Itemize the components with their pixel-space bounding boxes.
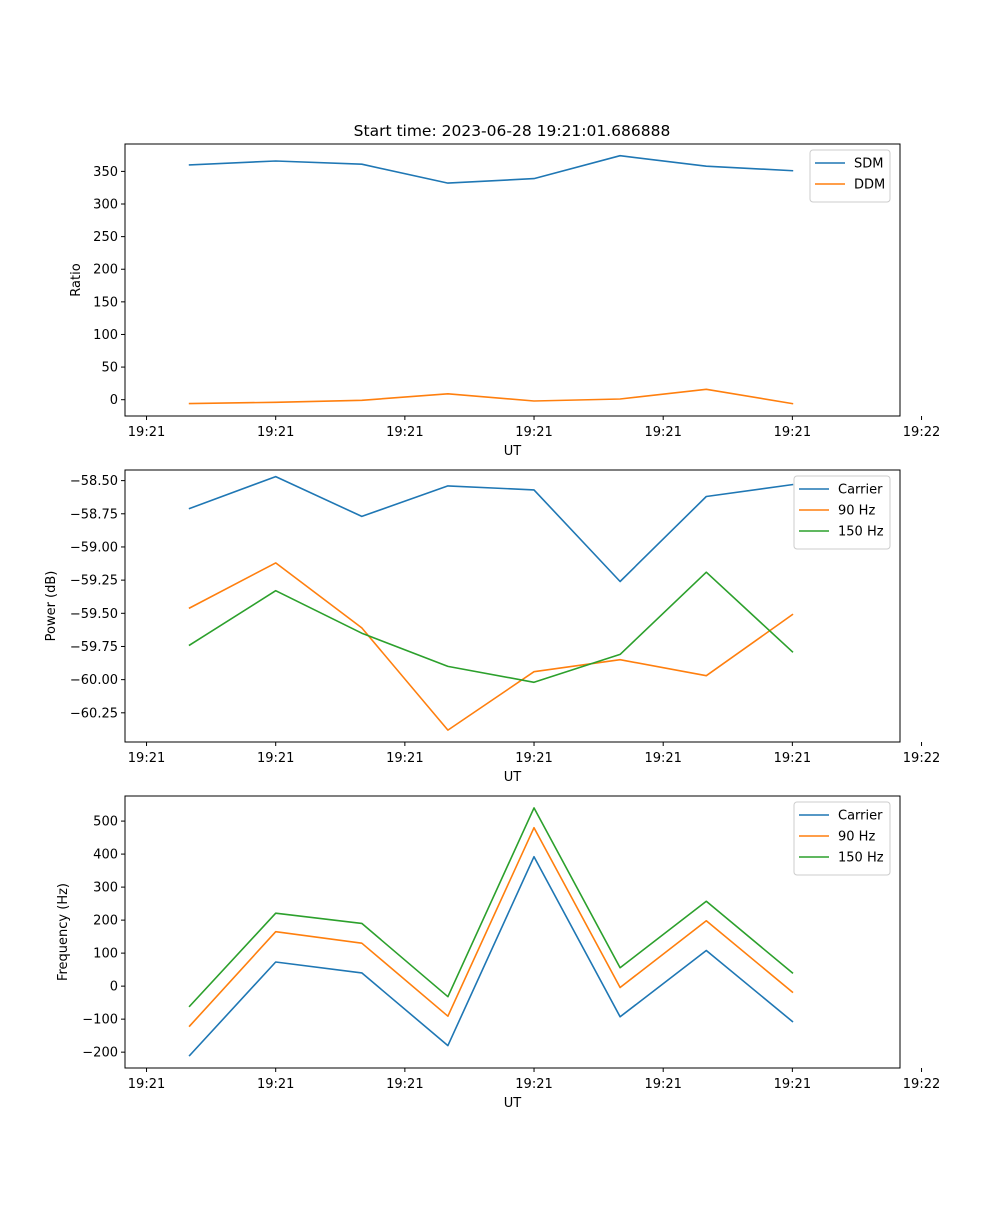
panel3-x-tick-label: 19:21 bbox=[257, 1077, 294, 1092]
panel1-x-tick-label: 19:21 bbox=[257, 425, 294, 440]
panel2-x-tick-label: 19:22 bbox=[903, 751, 940, 766]
panel2-y-tick-label: −59.75 bbox=[70, 640, 118, 655]
panel1-y-tick-label: 200 bbox=[93, 263, 118, 278]
panel1-x-axis-label: UT bbox=[504, 444, 522, 459]
figure-title: Start time: 2023-06-28 19:21:01.686888 bbox=[354, 122, 671, 140]
panel1-legend-label-1: SDM bbox=[854, 157, 883, 172]
panel3-y-tick-label: 300 bbox=[93, 881, 118, 896]
panel3-x-tick-label: 19:21 bbox=[128, 1077, 165, 1092]
panel3-x-axis-label: UT bbox=[504, 1096, 522, 1111]
panel2-x-tick-label: 19:21 bbox=[257, 751, 294, 766]
panel3-x-tick-label: 19:21 bbox=[386, 1077, 423, 1092]
panel3-y-tick-label: −100 bbox=[82, 1013, 118, 1028]
panel2-series-line-1 bbox=[188, 475, 794, 583]
panel2-x-tick-label: 19:21 bbox=[515, 751, 552, 766]
panel1-y-tick-label: 300 bbox=[93, 198, 118, 213]
panel2-x-tick-label: 19:21 bbox=[128, 751, 165, 766]
panel3-y-tick-label: −200 bbox=[82, 1046, 118, 1061]
panel3-series-line-3 bbox=[188, 807, 794, 1008]
panel1-y-tick-label: 0 bbox=[110, 393, 118, 408]
panel1-x-tick-label: 19:21 bbox=[128, 425, 165, 440]
panel3-series-line-1 bbox=[188, 855, 794, 1057]
panel1-x-tick-label: 19:21 bbox=[774, 425, 811, 440]
panel3-x-tick-label: 19:22 bbox=[903, 1077, 940, 1092]
panel3-y-tick-label: 500 bbox=[93, 815, 118, 830]
panel2-y-tick-label: −59.50 bbox=[70, 607, 118, 622]
panel2-x-axis-label: UT bbox=[504, 770, 522, 785]
panel3-axes-frame bbox=[124, 795, 901, 1069]
panel3-legend-label-2: 90 Hz bbox=[838, 830, 875, 845]
panel2-y-axis-label: Power (dB) bbox=[44, 571, 59, 642]
panel2-y-tick-label: −58.50 bbox=[70, 474, 118, 489]
panel2-y-tick-label: −60.25 bbox=[70, 706, 118, 721]
panel2-y-tick-label: −60.00 bbox=[70, 673, 118, 688]
panel2-y-tick-label: −59.00 bbox=[70, 540, 118, 555]
panel2-x-tick-label: 19:21 bbox=[644, 751, 681, 766]
panel2-x-tick-label: 19:21 bbox=[774, 751, 811, 766]
panel1-x-tick-label: 19:21 bbox=[644, 425, 681, 440]
panel1-y-axis-label: Ratio bbox=[69, 263, 84, 296]
panel2-legend-label-3: 150 Hz bbox=[838, 525, 884, 540]
panel1-y-tick-label: 50 bbox=[101, 361, 118, 376]
panel2-legend-label-1: Carrier bbox=[838, 483, 883, 498]
panel3-y-tick-label: 0 bbox=[110, 980, 118, 995]
panel3-x-tick-label: 19:21 bbox=[515, 1077, 552, 1092]
panel1-x-tick-label: 19:22 bbox=[903, 425, 940, 440]
panel3-legend-label-1: Carrier bbox=[838, 809, 883, 824]
panel2-series-line-2 bbox=[188, 562, 794, 731]
panel1-x-tick-label: 19:21 bbox=[515, 425, 552, 440]
panel1-series-line-1 bbox=[188, 154, 794, 184]
panel2-series-line-3 bbox=[188, 571, 794, 684]
panel2-x-tick-label: 19:21 bbox=[386, 751, 423, 766]
panel1-legend-label-2: DDM bbox=[854, 178, 885, 193]
panel1-y-tick-label: 350 bbox=[93, 165, 118, 180]
panel3-x-tick-label: 19:21 bbox=[644, 1077, 681, 1092]
panel3-y-tick-label: 100 bbox=[93, 947, 118, 962]
panel2-legend-label-2: 90 Hz bbox=[838, 504, 875, 519]
panel1-axes-frame bbox=[124, 143, 901, 417]
panel3-series-line-2 bbox=[188, 826, 794, 1028]
panel2-axes-frame bbox=[124, 469, 901, 743]
panel2-y-tick-label: −58.75 bbox=[70, 507, 118, 522]
panel1-y-tick-label: 100 bbox=[93, 328, 118, 343]
panel1-series-line-2 bbox=[188, 388, 794, 405]
panel3-legend-label-3: 150 Hz bbox=[838, 851, 884, 866]
panel2-y-tick-label: −59.25 bbox=[70, 574, 118, 589]
panel3-x-tick-label: 19:21 bbox=[774, 1077, 811, 1092]
panel3-y-tick-label: 400 bbox=[93, 848, 118, 863]
panel3-y-axis-label: Frequency (Hz) bbox=[56, 883, 71, 981]
panel1-y-tick-label: 150 bbox=[93, 295, 118, 310]
panel3-y-tick-label: 200 bbox=[93, 914, 118, 929]
panel1-y-tick-label: 250 bbox=[93, 230, 118, 245]
panel1-x-tick-label: 19:21 bbox=[386, 425, 423, 440]
